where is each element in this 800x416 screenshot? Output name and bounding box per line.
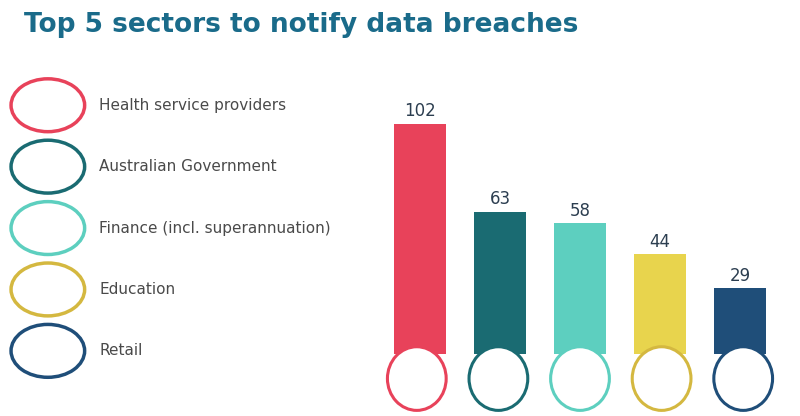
Bar [554, 223, 606, 354]
Ellipse shape [632, 347, 691, 410]
Ellipse shape [469, 347, 528, 410]
Text: 102: 102 [404, 102, 436, 120]
Text: 29: 29 [730, 267, 750, 285]
Ellipse shape [714, 347, 773, 410]
Ellipse shape [11, 324, 85, 377]
Ellipse shape [11, 140, 85, 193]
Text: Australian Government: Australian Government [99, 159, 277, 174]
Text: 63: 63 [490, 190, 510, 208]
Bar [634, 255, 686, 354]
Ellipse shape [387, 347, 446, 410]
Text: Health service providers: Health service providers [99, 98, 286, 113]
Bar [394, 124, 446, 354]
Text: Education: Education [99, 282, 175, 297]
Ellipse shape [11, 263, 85, 316]
Ellipse shape [550, 347, 610, 410]
Text: 58: 58 [570, 201, 590, 220]
Bar [474, 212, 526, 354]
Bar [714, 288, 766, 354]
Text: Retail: Retail [99, 343, 142, 358]
Text: 44: 44 [650, 233, 670, 251]
Text: Finance (incl. superannuation): Finance (incl. superannuation) [99, 220, 331, 235]
Text: Top 5 sectors to notify data breaches: Top 5 sectors to notify data breaches [24, 12, 578, 39]
Ellipse shape [11, 79, 85, 132]
Ellipse shape [11, 202, 85, 255]
